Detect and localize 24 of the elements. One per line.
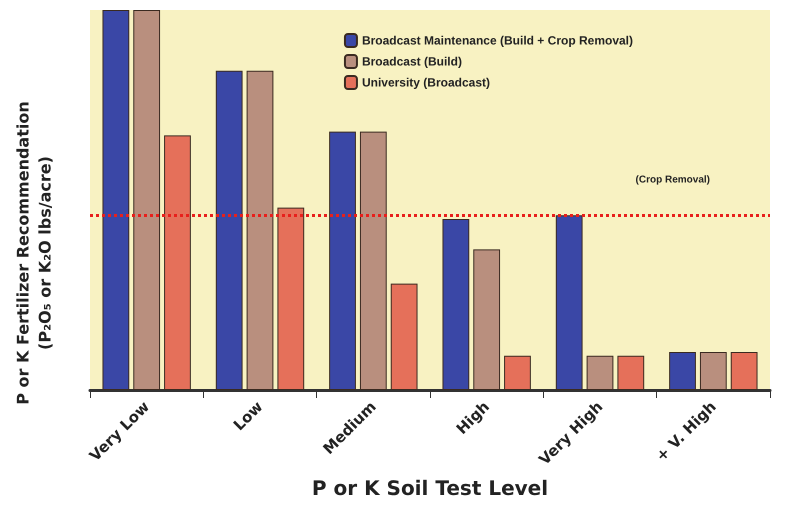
bar	[329, 132, 356, 390]
bar	[504, 356, 531, 390]
bar	[164, 135, 191, 390]
ref-line-label: (Crop Removal)	[636, 174, 710, 186]
bar	[246, 70, 274, 390]
bar	[617, 356, 644, 390]
bar	[102, 10, 130, 390]
bar	[700, 352, 727, 390]
bar	[133, 10, 160, 390]
bar	[586, 356, 614, 390]
bar	[216, 70, 243, 390]
bar	[390, 284, 418, 390]
legend-label: University (Broadcast)	[362, 76, 490, 90]
x-axis-title: P or K Soil Test Level	[312, 476, 548, 500]
bar	[556, 215, 583, 390]
bar	[669, 352, 696, 390]
bar	[360, 132, 387, 390]
bar	[442, 219, 470, 390]
legend-label: Broadcast Maintenance (Build + Crop Removal)	[362, 34, 634, 48]
bar	[277, 208, 304, 390]
bar	[730, 352, 758, 390]
legend-label: Broadcast (Build)	[362, 54, 462, 68]
bar	[473, 249, 500, 390]
y-axis-title: P or K Fertilizer Recommendation (P₂O₅ or K₂O lbs/acre)	[14, 101, 54, 405]
